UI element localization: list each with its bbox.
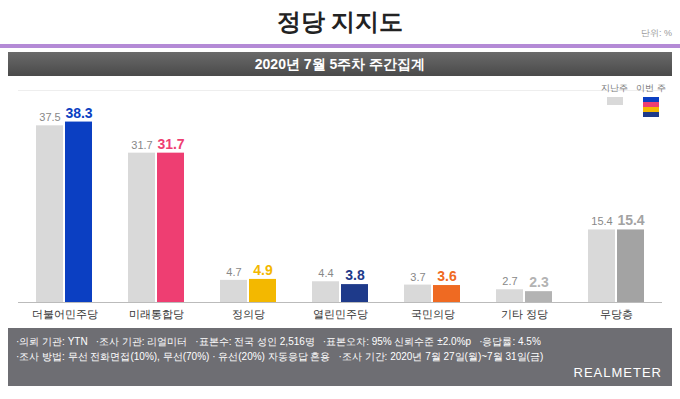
html-text:·표본수: 전국 성인 2,516명: ·표본수: 전국 성인 2,516명: [195, 336, 315, 347]
svg-text:미래통합당: 미래통합당: [129, 308, 184, 320]
svg-text:무당층: 무당층: [600, 308, 633, 320]
html-text:정당 지지도: 정당 지지도: [276, 8, 404, 35]
svg-text:38.3: 38.3: [65, 105, 92, 121]
svg-text:4.7: 4.7: [226, 266, 241, 278]
html-text:·의뢰 기관: YTN: ·의뢰 기관: YTN: [16, 336, 88, 347]
svg-text:15.4: 15.4: [591, 215, 612, 227]
svg-text:기타 정당: 기타 정당: [501, 308, 548, 320]
html-text:·조사 기관: 리얼미터: ·조사 기관: 리얼미터: [95, 336, 188, 347]
svg-text:국민의당: 국민의당: [411, 308, 455, 320]
svg-text:3.6: 3.6: [437, 268, 457, 284]
html-text:지난주: 지난주: [601, 83, 629, 93]
svg-text:4.4: 4.4: [318, 267, 333, 279]
html-text:·표본오차: 95% 신뢰수준 ±2.0%p: ·표본오차: 95% 신뢰수준 ±2.0%p: [322, 336, 472, 347]
html-text:·응답률: 4.5%: ·응답률: 4.5%: [479, 336, 541, 347]
svg-text:정의당: 정의당: [232, 308, 265, 320]
html-text:·조사 방법: 무선 전화면접(10%), 무선(70%): ·조사 방법: 무선 전화면접(10%), 무선(70%) · 유선(20%) …: [16, 351, 331, 362]
html-text:·조사 기간: 2020년 7월 27일(월)~7월 31일: ·조사 기간: 2020년 7월 27일(월)~7월 31일(금): [338, 351, 544, 362]
svg-text:3.8: 3.8: [345, 267, 365, 283]
html-text:단위: %: 단위: %: [641, 28, 672, 38]
html-text:2020년 7월 5주차 주간집계: 2020년 7월 5주차 주간집계: [254, 56, 426, 72]
svg-text:2.3: 2.3: [529, 274, 549, 290]
html-text:REALMETER: REALMETER: [573, 365, 662, 380]
svg-text:열린민주당: 열린민주당: [313, 308, 368, 320]
svg-text:4.9: 4.9: [253, 262, 273, 278]
svg-text:더불어민주당: 더불어민주당: [32, 308, 98, 320]
svg-text:31.7: 31.7: [131, 139, 152, 151]
svg-text:2.7: 2.7: [502, 275, 517, 287]
svg-text:3.7: 3.7: [410, 271, 425, 283]
html-text:이번 주: 이번 주: [636, 83, 666, 93]
svg-text:37.5: 37.5: [39, 111, 60, 123]
svg-text:31.7: 31.7: [157, 136, 184, 152]
svg-text:15.4: 15.4: [617, 212, 644, 228]
